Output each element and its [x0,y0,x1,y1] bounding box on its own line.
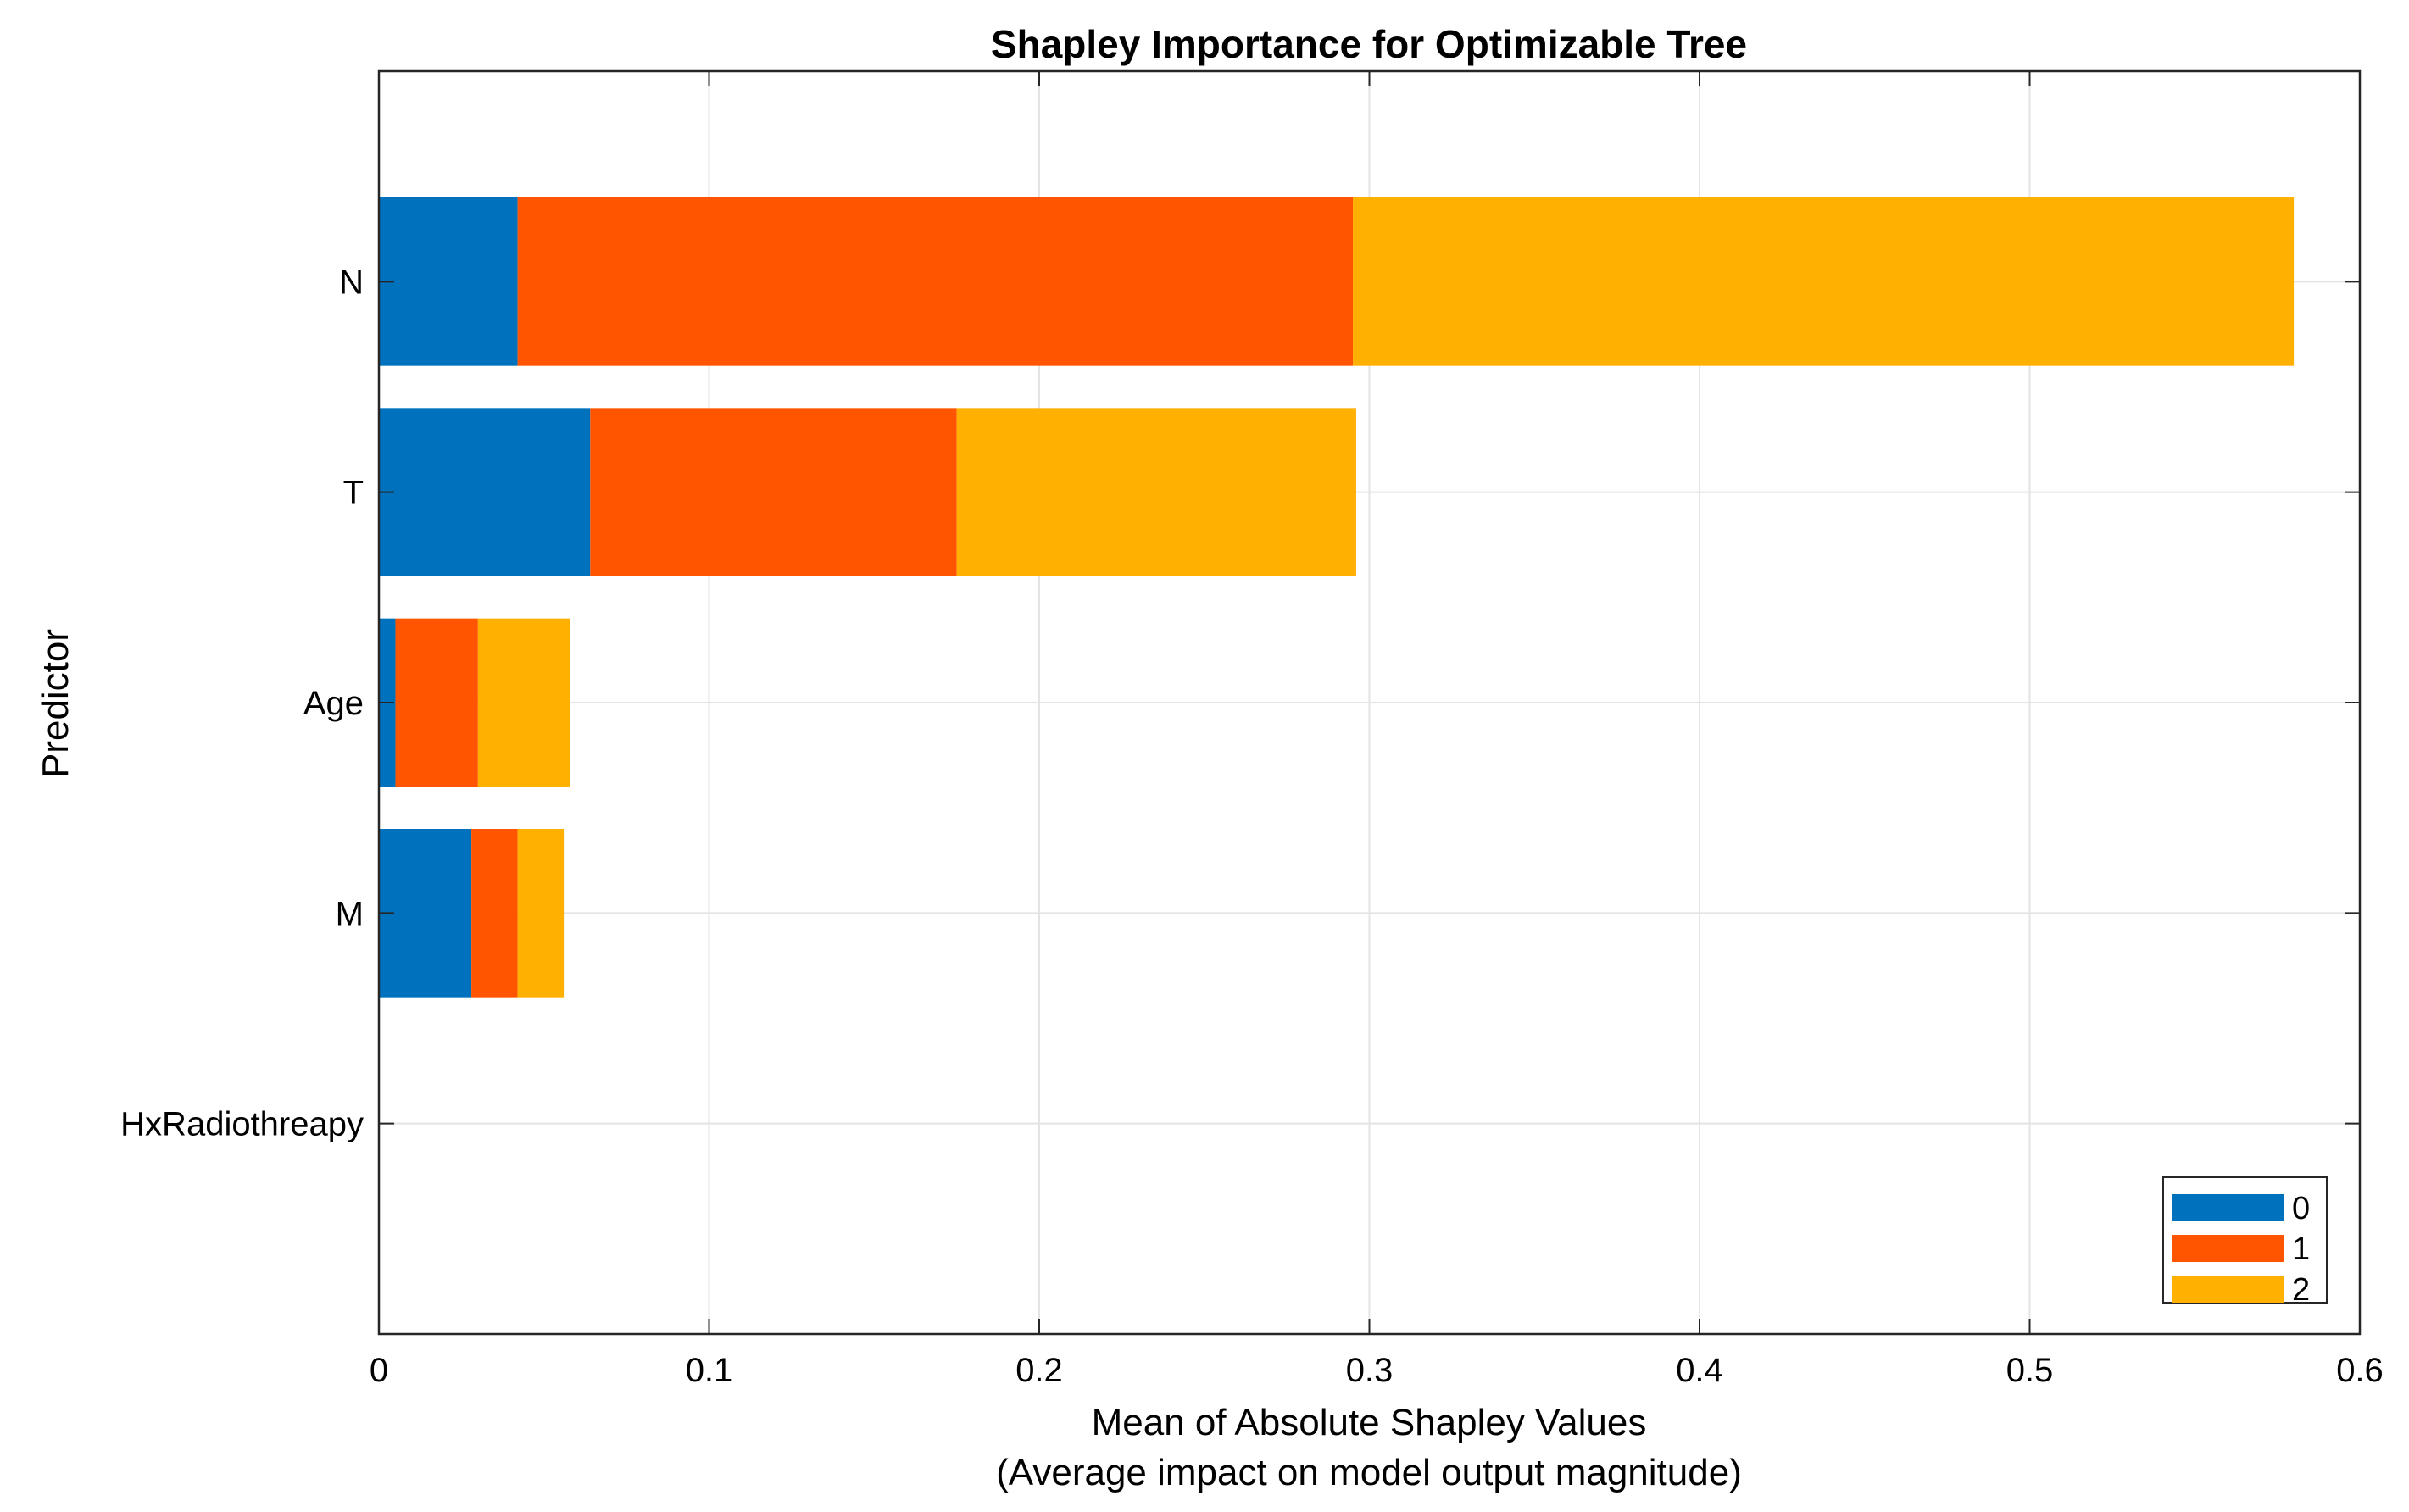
x-tick-label: 0 [370,1352,388,1389]
y-tick-label-t: T [343,475,364,512]
chart-title: Shapley Importance for Optimizable Tree [991,22,1747,66]
bars [379,197,2295,998]
legend-label-1: 1 [2292,1231,2310,1267]
bar-m-series-0 [379,829,472,998]
x-tick-label: 0.5 [2006,1352,2054,1389]
legend-swatch-2 [2172,1276,2284,1303]
x-tick-label: 0.2 [1015,1352,1063,1389]
x-tick-label: 0.4 [1676,1352,1723,1389]
x-tick-label: 0.6 [2336,1352,2384,1389]
ticks: 0 0.1 0.2 0.3 0.4 0.5 0.6 N T Age M HxRadiothreapy [120,71,2384,1389]
bar-n-series-0 [379,197,518,366]
legend-swatch-0 [2172,1194,2284,1221]
legend-label-2: 2 [2292,1272,2310,1308]
bar-t-series-1 [590,408,957,576]
y-tick-label-m: M [336,895,364,932]
y-axis-label: Predictor [35,629,76,778]
y-tick-label-age: Age [303,685,364,722]
legend-swatch-1 [2172,1235,2284,1262]
legend-label-0: 0 [2292,1191,2310,1226]
y-tick-label-hxradiothreapy: HxRadiothreapy [120,1106,364,1143]
bar-n-series-1 [517,197,1354,366]
bar-m-series-1 [471,829,518,998]
x-tick-label: 0.3 [1346,1352,1394,1389]
x-axis-sublabel: (Average impact on model output magnitud… [996,1452,1742,1493]
bar-m-series-2 [517,829,565,998]
bar-age-series-1 [395,618,478,787]
y-tick-label-n: N [339,264,364,301]
bar-t-series-2 [956,408,1356,576]
bar-t-series-0 [379,408,591,576]
x-axis-label: Mean of Absolute Shapley Values [1092,1402,1647,1443]
legend: 0 1 2 [2162,1176,2328,1308]
bar-n-series-2 [1353,197,2295,366]
x-tick-label: 0.1 [686,1352,733,1389]
bar-age-series-2 [477,618,570,787]
